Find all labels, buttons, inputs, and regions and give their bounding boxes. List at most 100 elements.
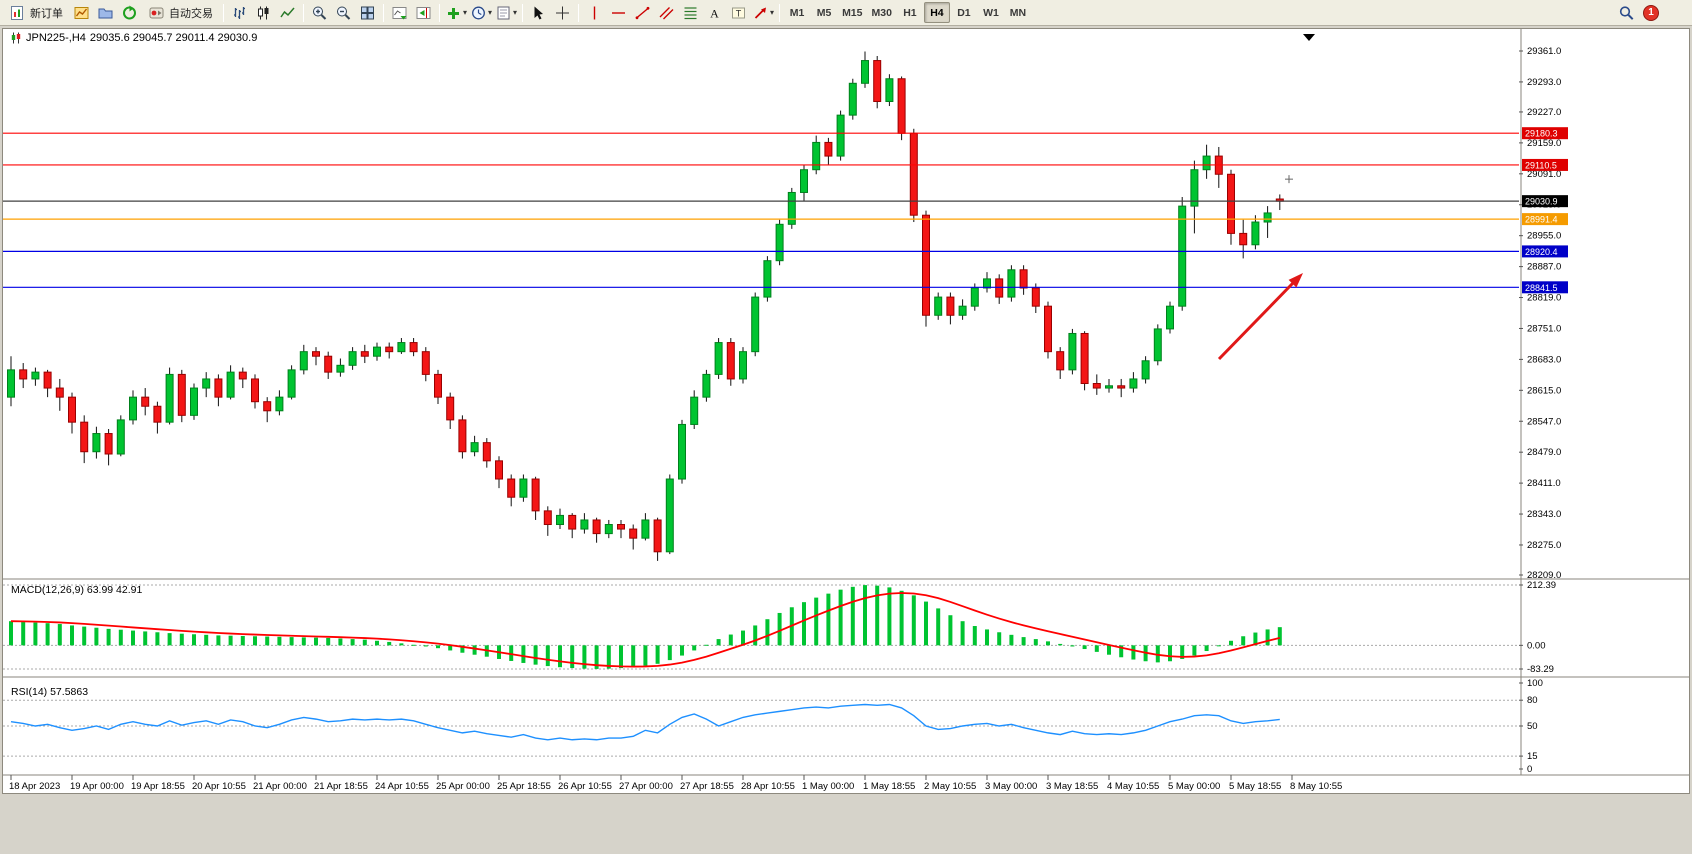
svg-text:15: 15 <box>1527 751 1538 762</box>
fibonacci-button[interactable] <box>679 2 702 23</box>
chart-window: JPN225-,H4 29035.6 29045.7 29011.4 29030… <box>2 28 1690 794</box>
candlestick-chart-button[interactable] <box>252 2 275 23</box>
timeframe-mn-button[interactable]: MN <box>1005 2 1031 23</box>
chart-icon <box>11 32 21 44</box>
refresh-icon <box>123 5 136 19</box>
svg-text:3 May 00:00: 3 May 00:00 <box>985 781 1037 792</box>
periods-button[interactable]: ▾ <box>469 2 493 23</box>
svg-text:100: 100 <box>1527 678 1543 689</box>
trendline-icon <box>635 6 650 19</box>
svg-text:29030.9: 29030.9 <box>1525 197 1558 207</box>
svg-text:27 Apr 18:55: 27 Apr 18:55 <box>680 781 734 792</box>
svg-text:5 May 00:00: 5 May 00:00 <box>1168 781 1220 792</box>
autotrading-label: 自动交易 <box>169 7 213 20</box>
line-chart-button[interactable] <box>276 2 299 23</box>
horizontal-line-button[interactable] <box>607 2 630 23</box>
svg-text:28991.4: 28991.4 <box>1525 215 1558 225</box>
dropdown-caret: ▾ <box>488 7 493 17</box>
svg-text:25 Apr 18:55: 25 Apr 18:55 <box>497 781 551 792</box>
svg-text:27 Apr 00:00: 27 Apr 00:00 <box>619 781 673 792</box>
svg-text:T: T <box>736 8 742 18</box>
crosshair-button[interactable] <box>551 2 574 23</box>
timeframe-h1-button[interactable]: H1 <box>897 2 923 23</box>
vertical-line-button[interactable] <box>583 2 606 23</box>
chart-title: JPN225-,H4 29035.6 29045.7 29011.4 29030… <box>10 32 257 44</box>
chart-canvas[interactable]: 29361.029293.029227.029159.029091.029023… <box>3 29 1689 793</box>
chart-shift-button[interactable] <box>412 2 435 23</box>
dropdown-caret: ▾ <box>513 7 518 17</box>
svg-text:29361.0: 29361.0 <box>1527 46 1561 57</box>
new-order-button[interactable]: 新订单 <box>3 2 69 23</box>
svg-text:RSI(14) 57.5863: RSI(14) 57.5863 <box>11 686 88 698</box>
autoscroll-button[interactable] <box>388 2 411 23</box>
svg-text:28841.5: 28841.5 <box>1525 283 1558 293</box>
search-button[interactable] <box>1615 2 1638 23</box>
timeframe-m1-button[interactable]: M1 <box>784 2 810 23</box>
timeframe-m30-button[interactable]: M30 <box>868 2 896 23</box>
svg-text:1 May 00:00: 1 May 00:00 <box>802 781 854 792</box>
candlestick-chart-icon <box>258 6 269 19</box>
timeframe-m5-button[interactable]: M5 <box>811 2 837 23</box>
new-chart-button[interactable] <box>70 2 93 23</box>
clock-icon <box>472 6 485 19</box>
zoom-out-button[interactable] <box>332 2 355 23</box>
svg-text:29293.0: 29293.0 <box>1527 77 1561 88</box>
timeframe-m15-button[interactable]: M15 <box>838 2 866 23</box>
cursor-icon <box>534 6 544 19</box>
autotrading-button[interactable]: 自动交易 <box>142 2 219 23</box>
svg-text:29180.3: 29180.3 <box>1525 129 1558 139</box>
svg-text:28887.0: 28887.0 <box>1527 262 1561 273</box>
svg-text:28819.0: 28819.0 <box>1527 293 1561 304</box>
new-order-label: 新订单 <box>30 7 63 20</box>
zoom-in-button[interactable] <box>308 2 331 23</box>
svg-text:8 May 10:55: 8 May 10:55 <box>1290 781 1342 792</box>
svg-text:28920.4: 28920.4 <box>1525 247 1558 257</box>
chart-shift-icon <box>416 6 431 19</box>
bar-chart-button[interactable] <box>228 2 251 23</box>
refresh-button[interactable] <box>118 2 141 23</box>
svg-text:2 May 10:55: 2 May 10:55 <box>924 781 976 792</box>
svg-text:3 May 18:55: 3 May 18:55 <box>1046 781 1098 792</box>
cursor-button[interactable] <box>527 2 550 23</box>
svg-text:24 Apr 10:55: 24 Apr 10:55 <box>375 781 429 792</box>
indicators-icon <box>448 7 459 19</box>
svg-text:0: 0 <box>1527 764 1532 775</box>
arrow-object-icon <box>754 7 767 19</box>
svg-text:29227.0: 29227.0 <box>1527 107 1561 118</box>
zoom-out-icon <box>337 6 351 20</box>
bar-chart-icon <box>234 6 245 19</box>
svg-text:21 Apr 00:00: 21 Apr 00:00 <box>253 781 307 792</box>
indicators-button[interactable]: ▾ <box>444 2 468 23</box>
templates-button[interactable]: ▾ <box>494 2 518 23</box>
notification-badge[interactable]: 1 <box>1643 4 1659 21</box>
dropdown-caret: ▾ <box>770 7 775 17</box>
svg-text:29110.5: 29110.5 <box>1525 160 1557 170</box>
toolbar-separator <box>578 3 580 22</box>
svg-text:80: 80 <box>1527 695 1538 706</box>
autotrading-icon <box>149 7 164 18</box>
dropdown-caret: ▾ <box>463 7 468 17</box>
trendline-button[interactable] <box>631 2 654 23</box>
svg-text:5 May 18:55: 5 May 18:55 <box>1229 781 1281 792</box>
new-order-icon <box>11 5 23 20</box>
text-icon: A <box>710 6 719 20</box>
svg-text:-83.29: -83.29 <box>1527 664 1554 675</box>
svg-text:20 Apr 10:55: 20 Apr 10:55 <box>192 781 246 792</box>
text-label-button[interactable]: T <box>727 2 750 23</box>
toolbar: 新订单 自动交易 <box>0 0 1692 26</box>
svg-text:18 Apr 2023: 18 Apr 2023 <box>9 781 60 792</box>
crosshair-icon <box>556 6 570 19</box>
timeframe-w1-button[interactable]: W1 <box>978 2 1004 23</box>
toolbar-separator <box>303 3 304 22</box>
templates-icon <box>497 6 510 19</box>
tile-windows-button[interactable] <box>356 2 379 23</box>
arrows-button[interactable]: ▾ <box>751 2 775 23</box>
timeframe-h4-button[interactable]: H4 <box>923 2 950 23</box>
svg-text:28547.0: 28547.0 <box>1527 416 1561 427</box>
profiles-icon <box>98 8 113 18</box>
svg-text:28209.0: 28209.0 <box>1527 570 1561 581</box>
channel-button[interactable] <box>655 2 678 23</box>
text-button[interactable]: A <box>703 2 726 23</box>
profiles-button[interactable] <box>94 2 117 23</box>
timeframe-d1-button[interactable]: D1 <box>951 2 977 23</box>
